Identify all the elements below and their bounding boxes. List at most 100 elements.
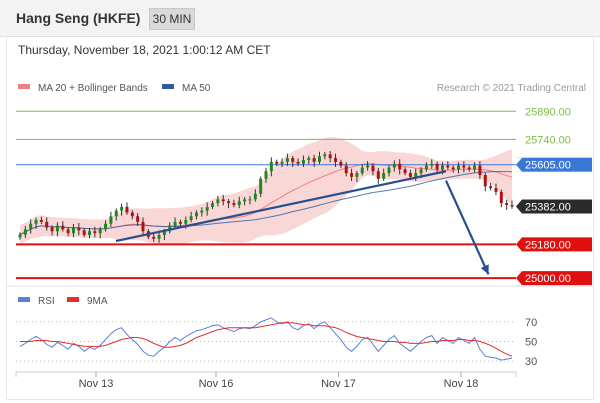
price-label: 25000.00 — [525, 273, 571, 285]
candle-body — [23, 229, 27, 235]
candle-body — [88, 231, 92, 235]
candle-body — [269, 161, 273, 172]
candle-body — [392, 163, 396, 168]
candle-body — [227, 201, 231, 204]
candle-body — [344, 165, 348, 174]
price-tag-arrow — [516, 271, 522, 286]
candle-body — [71, 227, 75, 234]
candle-body — [307, 158, 311, 160]
candle-body — [253, 193, 257, 200]
price-label: 25180.00 — [525, 239, 571, 251]
candle-body — [104, 223, 108, 230]
price-tag-arrow — [516, 157, 522, 172]
price-tag — [516, 199, 592, 214]
candle-body — [275, 161, 279, 164]
support-trendline — [115, 170, 447, 243]
x-tick-label: Nov 18 — [444, 378, 479, 390]
candle-body — [136, 216, 140, 222]
candle-body — [505, 203, 509, 205]
candle-body — [414, 173, 418, 177]
candle-body — [45, 221, 49, 228]
price-label: 25740.00 — [525, 134, 571, 146]
candle-body — [34, 220, 38, 224]
candle-body — [55, 225, 59, 232]
ma50-line — [19, 170, 513, 236]
candle-body — [451, 167, 455, 170]
candle-body — [398, 163, 402, 170]
candle-body — [285, 158, 289, 162]
candle-body — [39, 220, 43, 222]
projection-arrowhead — [480, 264, 489, 275]
candle-body — [114, 210, 118, 217]
candle-body — [237, 201, 241, 205]
rsi-line — [19, 317, 513, 361]
price-tag-arrow — [516, 104, 522, 119]
candle-body — [200, 210, 204, 213]
candle-body — [259, 178, 263, 194]
candle-body — [243, 199, 247, 202]
legend-label: RSI — [38, 296, 55, 307]
candle-body — [366, 165, 370, 168]
candle-body — [18, 234, 22, 238]
x-tick-label: Nov 17 — [321, 378, 356, 390]
rsi-tick-label: 70 — [525, 317, 537, 329]
candle-body — [467, 167, 471, 170]
candle-body — [173, 221, 177, 226]
candle-body — [162, 231, 166, 235]
candle-body — [376, 171, 380, 179]
candle-body — [430, 163, 434, 166]
candle-body — [408, 173, 412, 177]
price-tag — [516, 157, 592, 172]
candle-body — [462, 165, 466, 168]
candle-body — [499, 191, 503, 204]
candle-body — [264, 171, 268, 179]
chart-datetime: Thursday, November 18, 2021 1:00:12 AM C… — [18, 43, 271, 57]
candle-body — [125, 206, 129, 213]
price-label: 25382.00 — [525, 202, 571, 214]
instrument-title: Hang Seng (HKFE) — [16, 10, 141, 26]
candle-body — [130, 212, 134, 217]
legend-swatch — [67, 297, 79, 302]
candle-body — [194, 212, 198, 217]
legend-swatch — [162, 84, 174, 89]
candle-body — [152, 236, 156, 239]
rsi-legend: RSI 9MA — [18, 296, 108, 307]
candle-body — [248, 199, 252, 201]
price-label: 25605.00 — [525, 160, 571, 172]
candle-body — [189, 216, 193, 220]
candle-body — [29, 223, 33, 230]
candle-body — [339, 161, 343, 166]
candle-body — [473, 165, 477, 170]
candle-body — [93, 231, 97, 234]
candle-body — [98, 229, 102, 234]
price-tag-arrow — [516, 199, 522, 214]
candle-body — [312, 158, 316, 162]
candle-body — [419, 169, 423, 174]
x-tick-label: Nov 13 — [79, 378, 114, 390]
interval-button[interactable]: 30 MIN — [149, 8, 195, 30]
chart-header: Hang Seng (HKFE) 30 MIN — [0, 0, 600, 37]
price-label: 25890.00 — [525, 106, 571, 118]
price-tag — [516, 132, 592, 147]
candle-body — [478, 165, 482, 175]
candle-body — [350, 173, 354, 177]
price-tag — [516, 271, 592, 286]
candle-body — [82, 230, 86, 235]
candle-body — [157, 235, 161, 239]
candle-body — [211, 203, 215, 207]
candle-body — [446, 165, 450, 168]
candle-body — [168, 225, 172, 232]
legend-label: 9MA — [87, 296, 108, 307]
candle-body — [489, 186, 493, 189]
legend-swatch — [18, 297, 30, 302]
main-legend: MA 20 + Bollinger Bands MA 50 — [18, 83, 211, 94]
candle-body — [50, 227, 54, 232]
candle-body — [109, 216, 113, 224]
candle-body — [371, 165, 375, 172]
candle-body — [328, 154, 332, 159]
x-tick-label: Nov 16 — [199, 378, 234, 390]
candle-body — [232, 203, 236, 205]
candle-body — [424, 165, 428, 170]
price-tag — [516, 104, 592, 119]
candle-body — [457, 165, 461, 170]
